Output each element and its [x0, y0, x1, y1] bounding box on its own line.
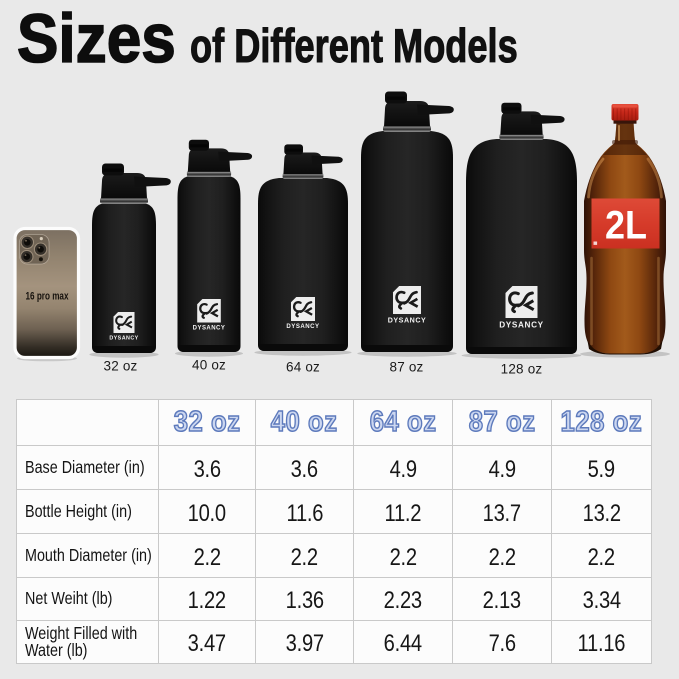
svg-text:64 oz: 64 oz	[286, 360, 320, 375]
svg-text:DYSANCY: DYSANCY	[109, 335, 138, 341]
svg-text:16 pro max: 16 pro max	[26, 291, 70, 303]
svg-text:40 oz: 40 oz	[192, 358, 226, 373]
svg-text:DYSANCY: DYSANCY	[286, 323, 319, 330]
svg-text:DYSANCY: DYSANCY	[388, 316, 427, 324]
svg-text:2L: 2L	[605, 204, 647, 248]
svg-text:128 oz: 128 oz	[501, 362, 543, 377]
svg-text:87 oz: 87 oz	[389, 360, 423, 375]
svg-text:DYSANCY: DYSANCY	[193, 326, 226, 332]
svg-text:32 oz: 32 oz	[103, 359, 137, 374]
svg-text:DYSANCY: DYSANCY	[499, 321, 544, 330]
